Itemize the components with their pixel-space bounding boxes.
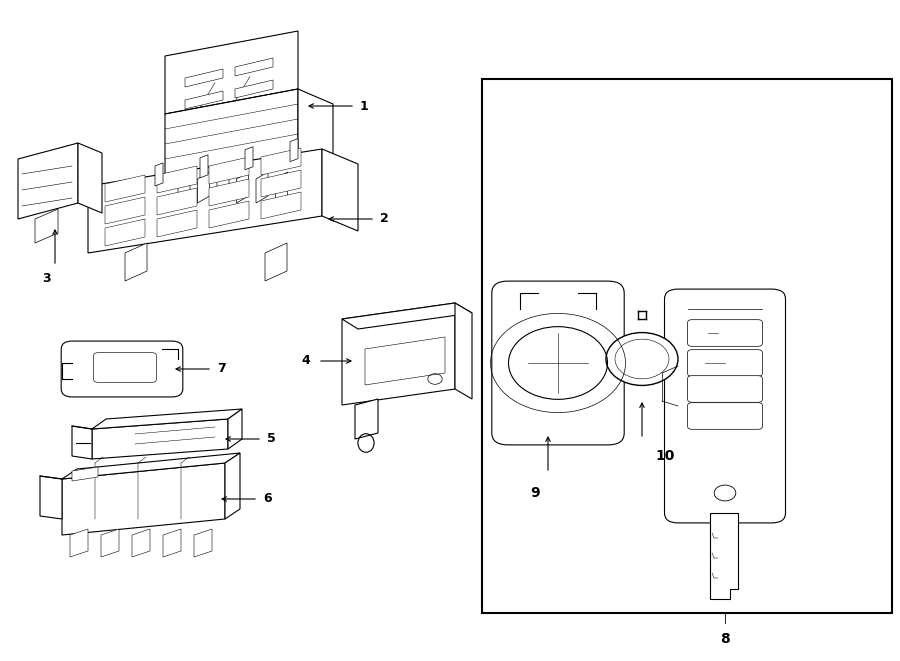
Polygon shape — [62, 453, 240, 479]
Polygon shape — [88, 149, 322, 253]
Polygon shape — [235, 58, 273, 76]
Polygon shape — [165, 89, 298, 179]
Circle shape — [606, 332, 678, 385]
Polygon shape — [209, 157, 249, 184]
Text: 10: 10 — [655, 449, 674, 463]
Polygon shape — [157, 188, 197, 215]
Polygon shape — [275, 172, 287, 203]
Polygon shape — [237, 172, 248, 203]
Polygon shape — [261, 148, 301, 175]
Polygon shape — [78, 143, 102, 213]
Polygon shape — [261, 192, 301, 219]
FancyBboxPatch shape — [491, 281, 625, 445]
Text: 2: 2 — [380, 212, 389, 225]
Polygon shape — [155, 163, 163, 186]
Polygon shape — [132, 529, 150, 557]
Polygon shape — [105, 219, 145, 246]
Polygon shape — [178, 172, 190, 203]
Polygon shape — [209, 201, 249, 228]
Polygon shape — [342, 303, 472, 329]
FancyBboxPatch shape — [688, 403, 762, 429]
Text: 9: 9 — [530, 486, 540, 500]
Polygon shape — [200, 155, 208, 178]
Polygon shape — [209, 179, 249, 206]
Polygon shape — [245, 147, 253, 170]
Polygon shape — [261, 170, 301, 197]
Polygon shape — [157, 210, 197, 237]
Polygon shape — [165, 31, 298, 114]
Polygon shape — [194, 529, 212, 557]
Polygon shape — [163, 529, 181, 557]
Polygon shape — [322, 149, 358, 231]
Polygon shape — [72, 467, 98, 481]
Bar — [482, 79, 892, 613]
Polygon shape — [355, 399, 378, 439]
Polygon shape — [228, 409, 242, 449]
Text: 1: 1 — [360, 100, 369, 112]
FancyBboxPatch shape — [688, 350, 762, 376]
Polygon shape — [18, 143, 78, 219]
Polygon shape — [235, 80, 273, 98]
Polygon shape — [105, 175, 145, 202]
Text: 8: 8 — [720, 632, 730, 646]
Polygon shape — [185, 91, 223, 109]
FancyBboxPatch shape — [664, 289, 786, 523]
Polygon shape — [72, 426, 92, 459]
FancyBboxPatch shape — [688, 320, 762, 346]
Polygon shape — [365, 337, 445, 385]
Polygon shape — [125, 243, 147, 281]
Polygon shape — [92, 409, 242, 429]
Polygon shape — [157, 166, 197, 193]
Text: 6: 6 — [263, 492, 272, 506]
Text: 7: 7 — [217, 362, 226, 375]
Polygon shape — [70, 529, 88, 557]
Polygon shape — [92, 419, 228, 459]
Polygon shape — [710, 513, 738, 599]
Polygon shape — [290, 139, 298, 162]
Polygon shape — [298, 89, 333, 169]
Polygon shape — [197, 172, 210, 203]
Polygon shape — [62, 463, 225, 535]
Polygon shape — [455, 303, 472, 399]
Polygon shape — [185, 69, 223, 87]
Polygon shape — [35, 209, 58, 243]
Polygon shape — [105, 197, 145, 224]
Polygon shape — [101, 529, 119, 557]
Polygon shape — [256, 172, 268, 203]
Text: 5: 5 — [267, 432, 275, 446]
Polygon shape — [342, 303, 455, 405]
FancyBboxPatch shape — [688, 375, 762, 403]
Polygon shape — [217, 172, 229, 203]
Text: 4: 4 — [302, 354, 310, 368]
Polygon shape — [265, 243, 287, 281]
Polygon shape — [225, 453, 240, 519]
Text: 3: 3 — [42, 272, 50, 286]
FancyBboxPatch shape — [61, 341, 183, 397]
Polygon shape — [40, 476, 62, 519]
